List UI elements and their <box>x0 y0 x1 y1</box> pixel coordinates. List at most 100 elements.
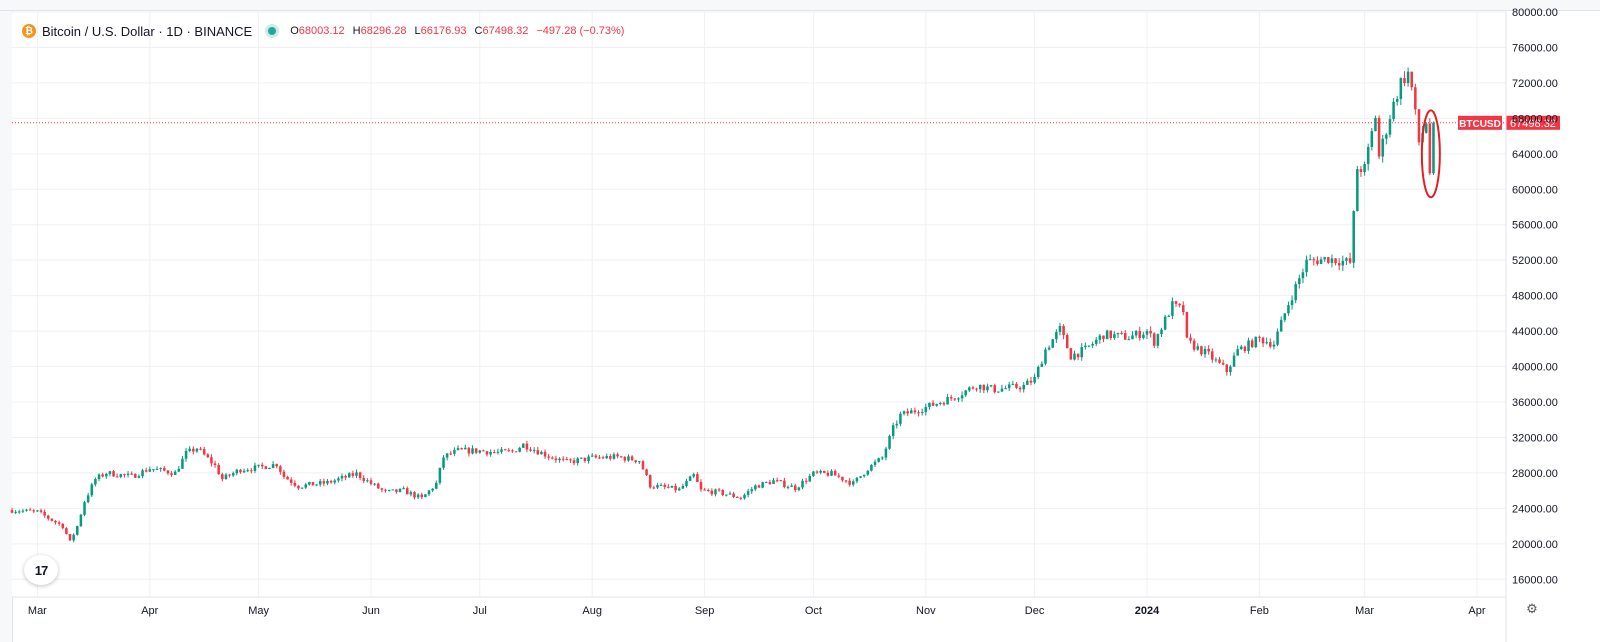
candle[interactable] <box>525 440 529 453</box>
candle[interactable] <box>373 482 376 486</box>
candle[interactable] <box>195 447 199 453</box>
candle[interactable] <box>21 508 25 514</box>
candle[interactable] <box>108 470 112 477</box>
candle[interactable] <box>478 449 482 454</box>
candle[interactable] <box>1163 314 1167 331</box>
candle[interactable] <box>837 473 841 479</box>
candle[interactable] <box>746 488 750 498</box>
candle[interactable] <box>235 468 239 476</box>
candle[interactable] <box>503 448 507 451</box>
candle[interactable] <box>1138 326 1142 341</box>
candle[interactable] <box>939 401 942 406</box>
candle[interactable] <box>402 486 405 490</box>
candle[interactable] <box>1381 134 1384 163</box>
candle[interactable] <box>489 449 492 457</box>
candle[interactable] <box>485 450 489 457</box>
candle[interactable] <box>692 472 695 479</box>
candle[interactable] <box>1069 347 1073 360</box>
candle[interactable] <box>891 422 895 440</box>
candle[interactable] <box>1076 353 1080 361</box>
candle[interactable] <box>427 489 431 496</box>
candle[interactable] <box>641 459 645 470</box>
candle[interactable] <box>601 455 605 459</box>
candle[interactable] <box>1044 347 1047 366</box>
candle[interactable] <box>1337 258 1341 271</box>
candle[interactable] <box>184 448 188 462</box>
candle[interactable] <box>362 475 366 484</box>
candle[interactable] <box>547 453 550 461</box>
candle[interactable] <box>148 466 152 473</box>
candle[interactable] <box>801 478 804 490</box>
candle[interactable] <box>279 464 282 475</box>
candle[interactable] <box>83 500 86 517</box>
candle[interactable] <box>398 488 402 493</box>
candle[interactable] <box>1272 340 1276 350</box>
candle[interactable] <box>134 473 137 478</box>
candle[interactable] <box>790 483 793 487</box>
candle[interactable] <box>221 472 224 482</box>
candle[interactable] <box>1327 256 1330 264</box>
candle[interactable] <box>260 462 264 470</box>
candle[interactable] <box>554 455 558 463</box>
candle[interactable] <box>170 471 173 478</box>
candle[interactable] <box>144 467 148 473</box>
candle[interactable] <box>57 520 61 526</box>
candle[interactable] <box>224 473 228 480</box>
candle[interactable] <box>619 455 623 458</box>
candle[interactable] <box>152 469 155 473</box>
candle[interactable] <box>989 384 993 388</box>
candle[interactable] <box>1116 332 1120 339</box>
candle[interactable] <box>594 454 598 459</box>
candle[interactable] <box>39 508 43 514</box>
candle[interactable] <box>1395 95 1399 106</box>
candle[interactable] <box>467 446 471 457</box>
candle[interactable] <box>460 447 463 450</box>
candle[interactable] <box>395 489 398 494</box>
candle[interactable] <box>732 491 735 499</box>
candle[interactable] <box>1392 98 1395 122</box>
candle[interactable] <box>202 446 206 456</box>
candle[interactable] <box>242 468 246 474</box>
candle[interactable] <box>946 393 949 405</box>
candle[interactable] <box>1265 337 1268 345</box>
candle[interactable] <box>206 453 210 458</box>
candle[interactable] <box>286 475 289 480</box>
candle[interactable] <box>253 462 257 473</box>
candle[interactable] <box>1036 365 1040 380</box>
candle[interactable] <box>627 454 630 462</box>
candle[interactable] <box>1189 333 1192 344</box>
candle[interactable] <box>46 514 50 521</box>
candle[interactable] <box>250 467 253 474</box>
symbol-title[interactable]: Bitcoin / U.S. Dollar · 1D · BINANCE <box>42 23 253 39</box>
candle[interactable] <box>1185 311 1189 339</box>
candle[interactable] <box>1269 338 1272 349</box>
candle[interactable] <box>1098 333 1102 344</box>
candle[interactable] <box>275 463 278 469</box>
candle[interactable] <box>852 479 855 487</box>
candle[interactable] <box>1290 295 1294 310</box>
candle[interactable] <box>623 456 627 463</box>
candle[interactable] <box>1120 330 1123 335</box>
candle[interactable] <box>304 482 307 489</box>
candle[interactable] <box>793 483 797 493</box>
candle[interactable] <box>409 490 413 497</box>
candle[interactable] <box>1417 108 1421 146</box>
candle[interactable] <box>231 471 235 478</box>
candle[interactable] <box>1374 115 1377 132</box>
candle[interactable] <box>895 420 899 429</box>
candle[interactable] <box>1123 330 1127 341</box>
candle[interactable] <box>1004 385 1007 390</box>
candle[interactable] <box>308 481 311 486</box>
candle[interactable] <box>257 464 260 468</box>
candle[interactable] <box>79 513 83 528</box>
candle[interactable] <box>841 476 844 483</box>
candle[interactable] <box>1247 337 1250 354</box>
candle[interactable] <box>583 457 587 463</box>
candle[interactable] <box>529 446 532 452</box>
candle[interactable] <box>964 389 967 397</box>
candle[interactable] <box>949 394 953 401</box>
candle[interactable] <box>1084 342 1087 350</box>
candle[interactable] <box>735 496 739 499</box>
candle[interactable] <box>1385 132 1388 145</box>
candle[interactable] <box>808 473 812 482</box>
